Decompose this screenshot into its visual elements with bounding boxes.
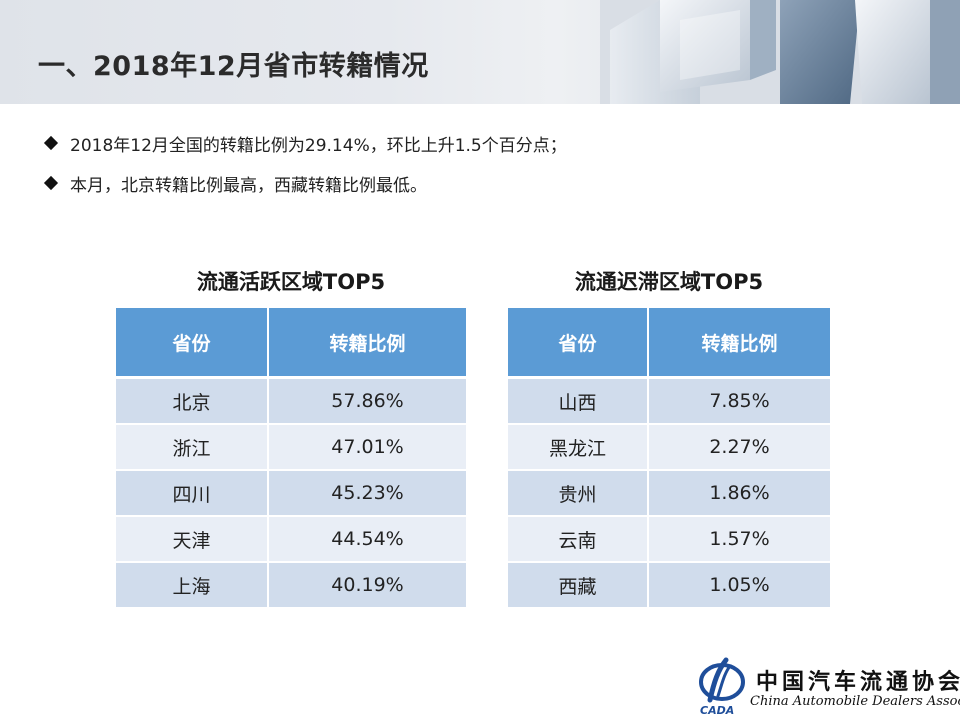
table-row: 天津 44.54% [116,516,466,563]
diamond-bullet-icon [43,135,59,151]
ratio-cell: 1.57% [648,516,830,563]
province-cell: 西藏 [508,562,649,609]
province-cell: 四川 [116,470,269,517]
header-band [0,0,960,104]
stagnant-regions-table: 省份 转籍比例 山西 7.85% 黑龙江 2.27% 贵州 1.86% 云南 1… [508,308,830,609]
table-row: 云南 1.57% [508,516,830,563]
ratio-cell: 40.19% [268,562,466,609]
column-header-province: 省份 [116,308,269,379]
table-row: 北京 57.86% [116,377,466,425]
table-row: 浙江 47.01% [116,424,466,471]
province-cell: 云南 [508,516,649,563]
cada-logo: CADA 中国汽车流通协会 China Automobile Dealers A… [696,656,960,720]
ratio-cell: 1.86% [648,470,830,517]
cada-logo-icon: CADA [699,657,745,716]
ratio-cell: 2.27% [648,424,830,471]
table-row: 贵州 1.86% [508,470,830,517]
column-header-province: 省份 [508,308,649,379]
province-cell: 黑龙江 [508,424,649,471]
bullet-list: 2018年12月全国的转籍比例为29.14%，环比上升1.5个百分点； 本月，北… [43,130,567,210]
diamond-bullet-icon [43,175,59,191]
active-regions-caption: 流通活跃区域TOP5 [196,270,386,294]
ratio-cell: 44.54% [268,516,466,563]
province-cell: 上海 [116,562,269,609]
bullet-item: 2018年12月全国的转籍比例为29.14%，环比上升1.5个百分点； [43,130,567,156]
column-header-ratio: 转籍比例 [268,308,466,379]
header-cubes-graphic [600,0,960,104]
slide-title: 一、2018年12月省市转籍情况 [38,51,429,82]
ratio-cell: 47.01% [268,424,466,471]
table-row: 西藏 1.05% [508,562,830,609]
table-row: 黑龙江 2.27% [508,424,830,471]
province-cell: 贵州 [508,470,649,517]
bullet-text: 本月，北京转籍比例最高，西藏转籍比例最低。 [70,175,427,196]
table-header-row: 省份 转籍比例 [508,308,830,379]
active-regions-table: 省份 转籍比例 北京 57.86% 浙江 47.01% 四川 45.23% 天津… [116,308,466,609]
province-cell: 山西 [508,377,649,425]
ratio-cell: 57.86% [268,377,466,425]
table-row: 上海 40.19% [116,562,466,609]
ratio-cell: 7.85% [648,377,830,425]
logo-name-cn: 中国汽车流通协会 [756,669,960,695]
table-row: 山西 7.85% [508,377,830,425]
table-row: 四川 45.23% [116,470,466,517]
province-cell: 浙江 [116,424,269,471]
table-header-row: 省份 转籍比例 [116,308,466,379]
bullet-text: 2018年12月全国的转籍比例为29.14%，环比上升1.5个百分点； [70,135,567,156]
province-cell: 北京 [116,377,269,425]
bullet-item: 本月，北京转籍比例最高，西藏转籍比例最低。 [43,170,567,196]
ratio-cell: 45.23% [268,470,466,517]
ratio-cell: 1.05% [648,562,830,609]
logo-mark-text: CADA [700,704,734,716]
stagnant-regions-caption: 流通迟滞区域TOP5 [574,270,764,294]
column-header-ratio: 转籍比例 [648,308,830,379]
province-cell: 天津 [116,516,269,563]
logo-name-en: China Automobile Dealers Association [750,694,960,709]
